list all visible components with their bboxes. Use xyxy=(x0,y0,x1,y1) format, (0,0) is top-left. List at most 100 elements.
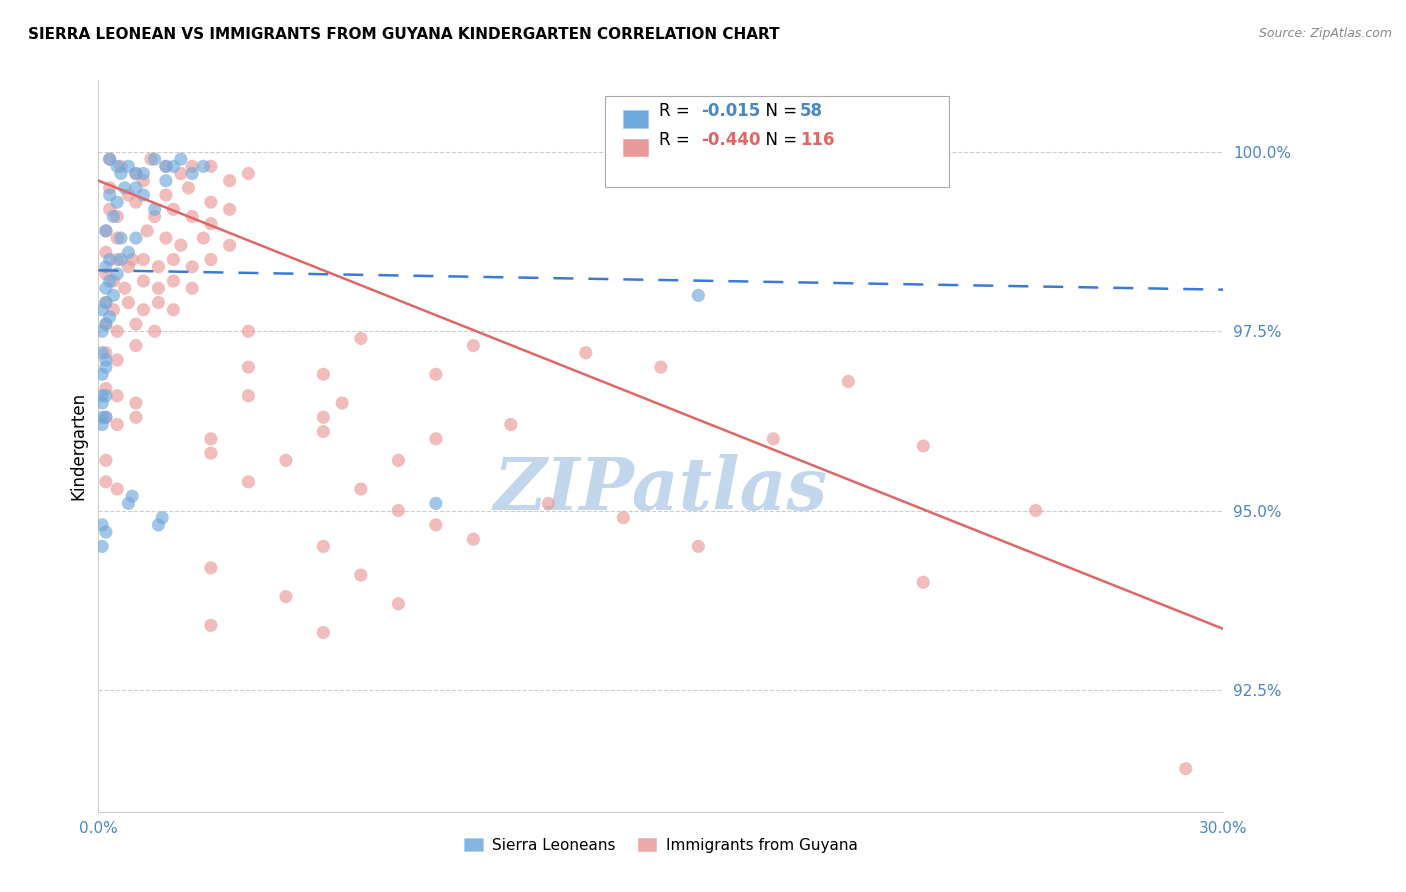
Point xyxy=(105,267,128,281)
Point xyxy=(94,260,117,274)
Text: R =: R = xyxy=(659,103,696,120)
Point xyxy=(274,453,297,467)
Point xyxy=(181,260,204,274)
Point xyxy=(121,252,143,267)
Point xyxy=(148,281,170,295)
Point xyxy=(312,625,335,640)
Point xyxy=(155,188,177,202)
Point xyxy=(125,410,148,425)
Point xyxy=(114,181,136,195)
Point xyxy=(200,159,222,173)
Point xyxy=(155,159,177,173)
Point xyxy=(94,345,117,359)
Point xyxy=(125,231,148,245)
Point xyxy=(143,152,166,166)
Point xyxy=(238,167,260,181)
Point xyxy=(143,210,166,224)
Point xyxy=(125,167,148,181)
Point xyxy=(94,524,117,539)
Point xyxy=(110,231,132,245)
Point xyxy=(200,618,222,632)
Point xyxy=(148,260,170,274)
Point xyxy=(105,252,128,267)
Point xyxy=(181,167,204,181)
Point xyxy=(575,345,598,359)
Point xyxy=(94,295,117,310)
Point xyxy=(105,353,128,368)
Point xyxy=(94,317,117,331)
Point xyxy=(155,159,177,173)
Point xyxy=(94,224,117,238)
Point xyxy=(132,167,155,181)
Point xyxy=(200,217,222,231)
Point xyxy=(312,410,335,425)
Point xyxy=(274,590,297,604)
Point xyxy=(105,482,128,496)
Point xyxy=(200,432,222,446)
Point xyxy=(218,202,240,217)
Point xyxy=(91,389,114,403)
Point xyxy=(688,288,710,302)
Point xyxy=(155,174,177,188)
Point xyxy=(612,510,634,524)
Point xyxy=(117,245,139,260)
Point xyxy=(125,167,148,181)
Point xyxy=(91,540,114,554)
Point xyxy=(200,561,222,575)
Point xyxy=(105,417,128,432)
Point xyxy=(170,167,193,181)
Point xyxy=(177,181,200,195)
Point xyxy=(103,288,125,302)
Point xyxy=(132,188,155,202)
Point xyxy=(110,167,132,181)
Point xyxy=(162,252,184,267)
Text: ZIPatlas: ZIPatlas xyxy=(494,454,828,525)
Point xyxy=(162,274,184,288)
Text: R =: R = xyxy=(659,131,696,149)
Point xyxy=(98,310,121,324)
Point xyxy=(91,410,114,425)
Point xyxy=(387,503,409,517)
Text: Source: ZipAtlas.com: Source: ZipAtlas.com xyxy=(1258,27,1392,40)
Point xyxy=(94,410,117,425)
Point xyxy=(98,152,121,166)
Point xyxy=(837,375,859,389)
Point xyxy=(117,159,139,173)
Point xyxy=(330,396,353,410)
Point xyxy=(200,195,222,210)
Point xyxy=(125,181,148,195)
Point xyxy=(94,295,117,310)
Text: 116: 116 xyxy=(800,131,835,149)
Point xyxy=(94,475,117,489)
Point xyxy=(463,533,485,547)
Point xyxy=(150,510,173,524)
Point xyxy=(425,496,447,510)
Point xyxy=(105,195,128,210)
Point xyxy=(121,489,143,503)
Text: N =: N = xyxy=(755,103,803,120)
Point xyxy=(425,432,447,446)
Point xyxy=(218,238,240,252)
Point xyxy=(238,360,260,375)
Point xyxy=(132,174,155,188)
Point xyxy=(98,181,121,195)
Point xyxy=(688,540,710,554)
Point xyxy=(238,324,260,338)
Point xyxy=(218,174,240,188)
Point xyxy=(103,210,125,224)
Point xyxy=(91,417,114,432)
Point xyxy=(312,540,335,554)
Point xyxy=(125,396,148,410)
Point xyxy=(425,517,447,532)
Point xyxy=(181,281,204,295)
Point xyxy=(98,274,121,288)
Text: N =: N = xyxy=(755,131,803,149)
Point xyxy=(94,453,117,467)
Point xyxy=(117,188,139,202)
Point xyxy=(103,274,125,288)
Point xyxy=(117,295,139,310)
Point xyxy=(238,389,260,403)
Point xyxy=(463,338,485,352)
Point xyxy=(125,195,148,210)
Point xyxy=(91,345,114,359)
